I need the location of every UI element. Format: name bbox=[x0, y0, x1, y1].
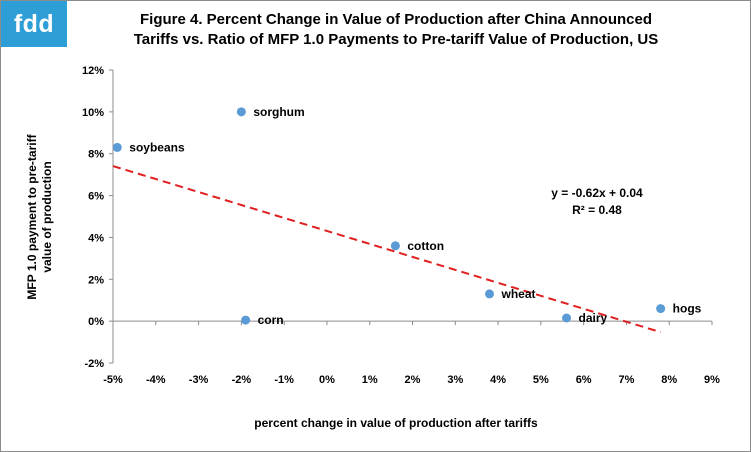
y-tick-label: -2% bbox=[84, 358, 104, 370]
y-tick-label: 0% bbox=[88, 316, 104, 328]
point-wheat bbox=[485, 289, 495, 299]
trendline bbox=[112, 165, 661, 334]
y-axis-label-line-2: value of production bbox=[40, 161, 54, 272]
trendline-r-squared: R² = 0.48 bbox=[572, 203, 622, 217]
chart-title-line-2: Tariffs vs. Ratio of MFP 1.0 Payments to… bbox=[133, 31, 659, 48]
y-tick-label: 10% bbox=[82, 107, 104, 119]
x-tick-label: 3% bbox=[447, 374, 463, 386]
axes: -2% 0% 2% 4% 6% 8% 10% 12% -5% -4% -3% -2% -1% 0% 1% 2%… bbox=[82, 65, 720, 386]
x-tick-label: -5% bbox=[103, 374, 123, 386]
point-cotton bbox=[390, 241, 400, 251]
chart-title: Figure 4. Percent Change in Value of Pro… bbox=[71, 10, 721, 50]
point-label-wheat: wheat bbox=[501, 287, 536, 301]
x-tick-label: -1% bbox=[274, 374, 294, 386]
x-tick-label: 0% bbox=[319, 374, 335, 386]
x-tick-label: 1% bbox=[362, 374, 378, 386]
point-corn bbox=[241, 315, 251, 325]
trendline-equation: y = -0.62x + 0.04 bbox=[551, 186, 643, 200]
point-label-cotton: cotton bbox=[407, 239, 444, 253]
x-tick-label: 5% bbox=[533, 374, 549, 386]
point-sorghum bbox=[236, 107, 246, 117]
point-label-corn: corn bbox=[258, 313, 284, 327]
y-axis-label: MFP 1.0 payment to pre-tariff value of p… bbox=[25, 133, 54, 299]
x-tick-label: 7% bbox=[618, 374, 634, 386]
point-label-dairy: dairy bbox=[579, 311, 608, 325]
y-axis-label-line-1: MFP 1.0 payment to pre-tariff bbox=[25, 133, 39, 299]
points-group: soybeans sorghum corn cotton wheat dairy hogs bbox=[112, 105, 702, 327]
point-label-sorghum: sorghum bbox=[253, 105, 304, 119]
logo-text: fdd bbox=[13, 9, 55, 38]
y-tick-label: 12% bbox=[82, 65, 104, 77]
point-dairy bbox=[562, 313, 572, 323]
x-tick-label: 8% bbox=[661, 374, 677, 386]
x-tick-label: -3% bbox=[189, 374, 209, 386]
point-soybeans bbox=[112, 142, 122, 152]
x-tick-label: 2% bbox=[405, 374, 421, 386]
point-label-hogs: hogs bbox=[673, 302, 702, 316]
y-tick-label: 4% bbox=[88, 232, 104, 244]
y-tick-label: 6% bbox=[88, 191, 104, 203]
x-tick-label: 6% bbox=[576, 374, 592, 386]
x-tick-label: 9% bbox=[704, 374, 720, 386]
x-tick-label: -2% bbox=[232, 374, 252, 386]
chart-title-line-1: Figure 4. Percent Change in Value of Pro… bbox=[139, 11, 652, 28]
point-label-soybeans: soybeans bbox=[129, 140, 185, 154]
x-tick-label: -4% bbox=[146, 374, 166, 386]
x-axis-label: percent change in value of production af… bbox=[254, 416, 538, 430]
trendline-group bbox=[112, 165, 661, 334]
y-tick-label: 8% bbox=[88, 149, 104, 161]
y-tick-label: 2% bbox=[88, 274, 104, 286]
point-hogs bbox=[656, 304, 666, 314]
fdd-logo: fdd bbox=[1, 1, 67, 47]
x-tick-label: 4% bbox=[490, 374, 506, 386]
